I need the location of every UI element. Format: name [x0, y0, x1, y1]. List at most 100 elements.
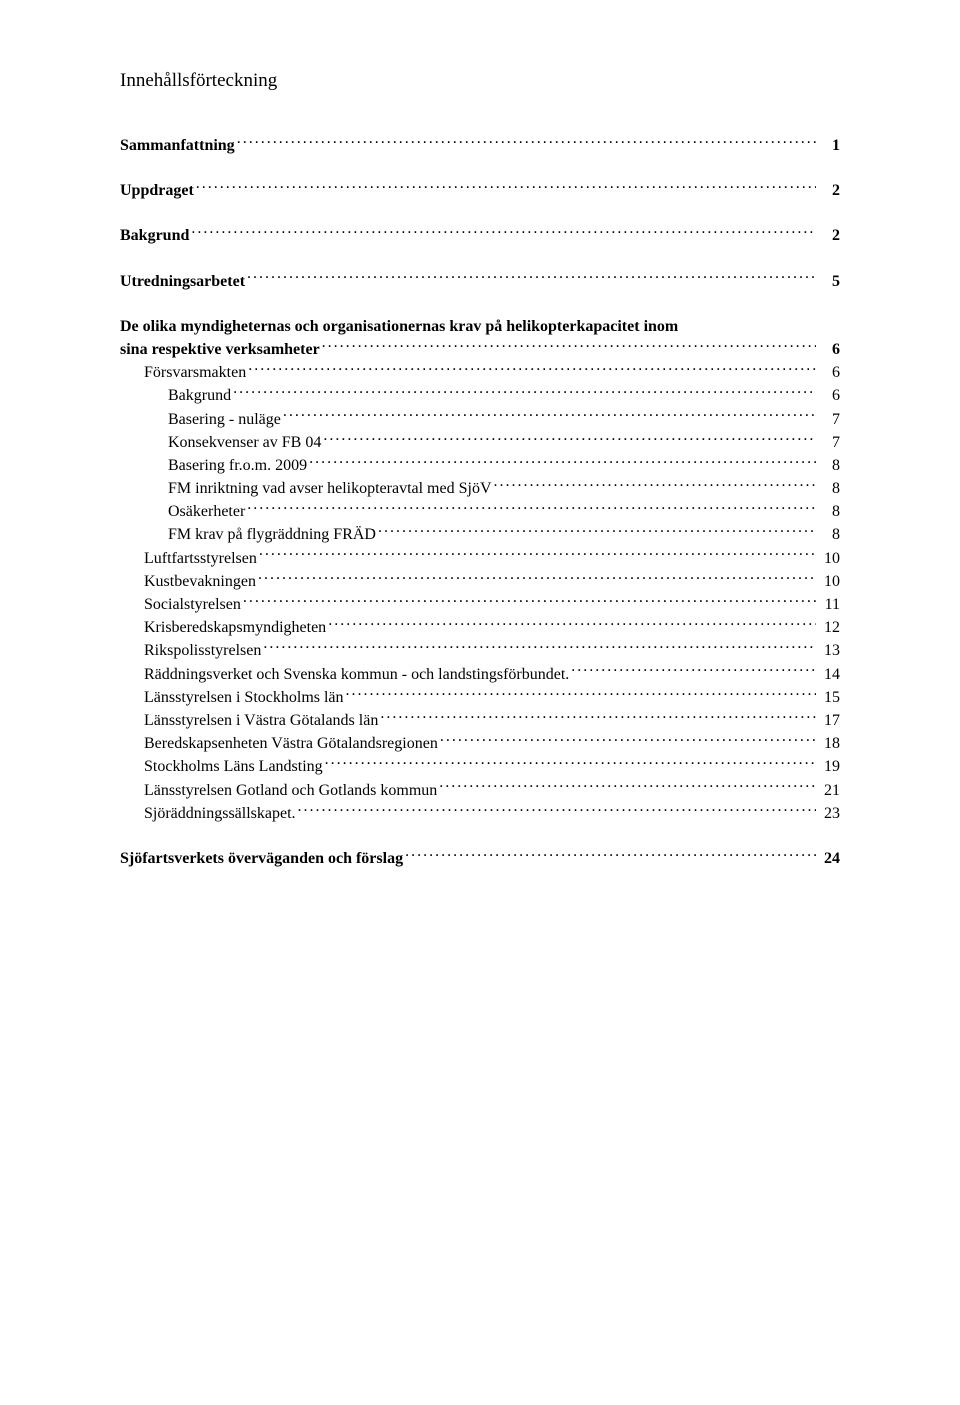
toc-page-number: 2 [818, 179, 840, 202]
toc-section: Sjöfartsverkets överväganden och förslag… [120, 847, 840, 870]
toc-page-number: 8 [818, 454, 840, 477]
toc-page-number: 19 [818, 755, 840, 778]
toc-leader-dots [233, 384, 816, 400]
toc-label: Socialstyrelsen [144, 593, 241, 616]
toc-entry: Sjöräddningssällskapet. 23 [120, 802, 840, 825]
toc-page-number: 23 [818, 802, 840, 825]
toc-entry: Länsstyrelsen i Stockholms län 15 [120, 686, 840, 709]
toc-entry: Kustbevakningen10 [120, 570, 840, 593]
toc-page-number: 2 [818, 224, 840, 247]
toc-leader-dots [405, 847, 816, 863]
toc-entry: Sjöfartsverkets överväganden och förslag… [120, 847, 840, 870]
toc-page-number: 8 [818, 477, 840, 500]
toc-entry: Bakgrund2 [120, 224, 840, 247]
toc-entry: Rikspolisstyrelsen 13 [120, 639, 840, 662]
toc-label: Osäkerheter [168, 500, 245, 523]
toc-section: Sammanfattning 1 [120, 134, 840, 157]
toc-section: Utredningsarbetet5 [120, 270, 840, 293]
toc-leader-dots [247, 500, 816, 516]
toc-label: Krisberedskapsmyndigheten [144, 616, 326, 639]
toc-entry: Konsekvenser av FB 04 7 [120, 431, 840, 454]
toc-label: Länsstyrelsen i Västra Götalands län [144, 709, 378, 732]
toc-entry: Utredningsarbetet5 [120, 270, 840, 293]
toc-label: FM krav på flygräddning FRÄD [168, 523, 376, 546]
toc-entry: sina respektive verksamheter 6 [120, 338, 840, 361]
toc-entry: Sammanfattning 1 [120, 134, 840, 157]
toc-leader-dots [237, 134, 816, 150]
toc-leader-dots [439, 779, 816, 795]
toc-entry: FM inriktning vad avser helikopteravtal … [120, 477, 840, 500]
toc-entry: Krisberedskapsmyndigheten 12 [120, 616, 840, 639]
toc-page-number: 7 [818, 408, 840, 431]
toc-page-number: 10 [818, 570, 840, 593]
toc-label: Luftfartsstyrelsen [144, 547, 257, 570]
toc-label: Basering fr.o.m. 2009 [168, 454, 307, 477]
toc-page-number: 6 [818, 338, 840, 361]
toc-entry: Bakgrund 6 [120, 384, 840, 407]
toc-page-number: 11 [818, 593, 840, 616]
toc-page-number: 21 [818, 779, 840, 802]
toc-label: Försvarsmakten [144, 361, 246, 384]
toc-entry: Basering fr.o.m. 2009 8 [120, 454, 840, 477]
toc-page-number: 18 [818, 732, 840, 755]
toc-leader-dots [247, 270, 816, 286]
toc-page-number: 6 [818, 384, 840, 407]
toc-entry: FM krav på flygräddning FRÄD 8 [120, 523, 840, 546]
toc-entry: Beredskapsenheten Västra Götalandsregion… [120, 732, 840, 755]
toc-label: Sjöfartsverkets överväganden och förslag [120, 847, 403, 870]
toc-entry: Osäkerheter 8 [120, 500, 840, 523]
toc-leader-dots [309, 454, 816, 470]
toc-entry-line1: De olika myndigheternas och organisation… [120, 315, 840, 338]
toc-leader-dots [258, 570, 816, 586]
toc-label: Länsstyrelsen i Stockholms län [144, 686, 344, 709]
toc-label: Länsstyrelsen Gotland och Gotlands kommu… [144, 779, 437, 802]
toc-leader-dots [283, 408, 816, 424]
toc-page-number: 14 [818, 663, 840, 686]
toc-entry: Socialstyrelsen 11 [120, 593, 840, 616]
toc-entry: Uppdraget 2 [120, 179, 840, 202]
toc-page-number: 6 [818, 361, 840, 384]
toc-leader-dots [380, 709, 816, 725]
toc-label: Bakgrund [168, 384, 231, 407]
toc-page-number: 7 [818, 431, 840, 454]
toc-section: De olika myndigheternas och organisation… [120, 315, 840, 825]
toc-entry: Basering - nuläge 7 [120, 408, 840, 431]
toc-label: Uppdraget [120, 179, 194, 202]
toc-leader-dots [571, 663, 816, 679]
toc-page-number: 15 [818, 686, 840, 709]
toc-entry: Länsstyrelsen i Västra Götalands län 17 [120, 709, 840, 732]
toc-page-number: 13 [818, 639, 840, 662]
toc-label: sina respektive verksamheter [120, 338, 320, 361]
toc-page-number: 8 [818, 500, 840, 523]
toc-leader-dots [259, 547, 816, 563]
toc-page-number: 12 [818, 616, 840, 639]
toc-leader-dots [328, 616, 816, 632]
toc-label: Basering - nuläge [168, 408, 281, 431]
toc-entry: Stockholms Läns Landsting 19 [120, 755, 840, 778]
toc-label: Sjöräddningssällskapet. [144, 802, 296, 825]
toc-entry: Luftfartsstyrelsen10 [120, 547, 840, 570]
toc-section: Bakgrund2 [120, 224, 840, 247]
toc-leader-dots [323, 431, 816, 447]
toc-leader-dots [263, 639, 816, 655]
toc-page-number: 5 [818, 270, 840, 293]
toc-section: Uppdraget 2 [120, 179, 840, 202]
toc-label: Sammanfattning [120, 134, 235, 157]
toc-label: Rikspolisstyrelsen [144, 639, 261, 662]
toc-leader-dots [248, 361, 816, 377]
toc-leader-dots [378, 523, 816, 539]
toc-entry: Räddningsverket och Svenska kommun - och… [120, 663, 840, 686]
toc-leader-dots [346, 686, 816, 702]
toc-page-number: 17 [818, 709, 840, 732]
toc-label: Stockholms Läns Landsting [144, 755, 323, 778]
toc-leader-dots [322, 338, 816, 354]
table-of-contents: Sammanfattning1Uppdraget2Bakgrund2Utredn… [120, 134, 840, 870]
toc-page-number: 1 [818, 134, 840, 157]
toc-leader-dots [191, 224, 816, 240]
toc-page-number: 8 [818, 523, 840, 546]
toc-label: Räddningsverket och Svenska kommun - och… [144, 663, 569, 686]
toc-leader-dots [494, 477, 817, 493]
toc-leader-dots [298, 802, 816, 818]
toc-label: Konsekvenser av FB 04 [168, 431, 321, 454]
toc-leader-dots [325, 755, 816, 771]
